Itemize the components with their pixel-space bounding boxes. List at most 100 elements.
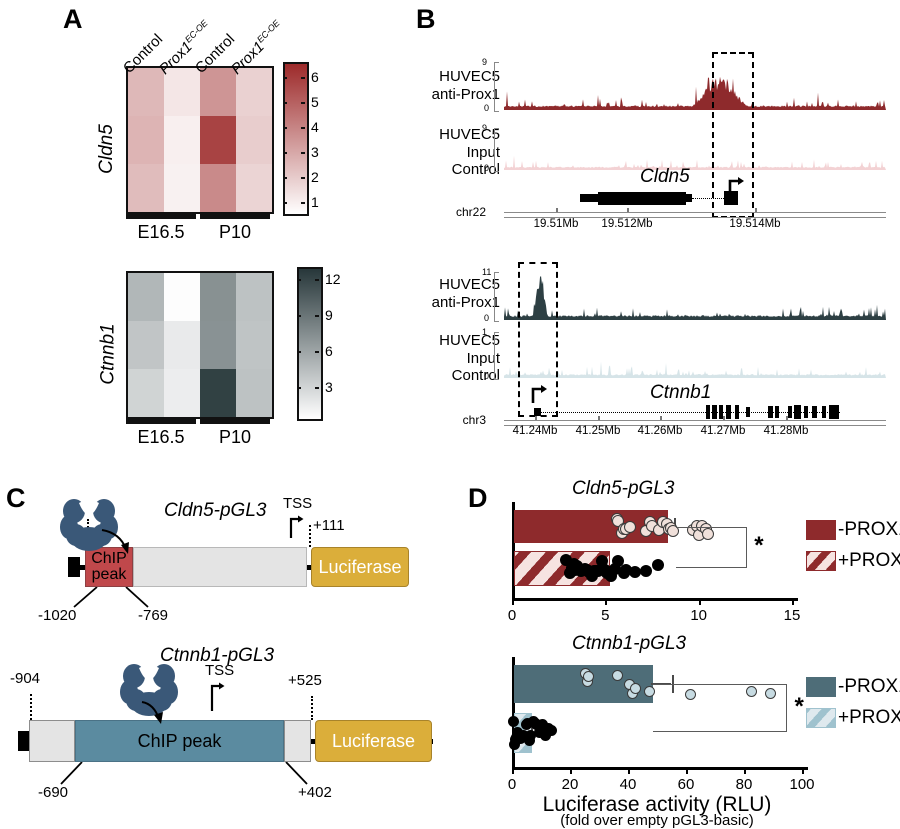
backbone-endcap [68, 557, 80, 577]
heatmap-cell [200, 68, 236, 116]
group-bar [200, 419, 270, 424]
track-axis-max: 9 [482, 57, 488, 67]
heatmap-cell [236, 369, 272, 417]
prox1-protein-icon [60, 497, 118, 553]
x-axis-tick [628, 767, 630, 774]
legend-label: -PROX1 [838, 676, 900, 697]
colorbar-tick [301, 202, 305, 204]
x-axis-title: Luciferase activity (RLU) [542, 793, 772, 816]
exon [686, 194, 692, 202]
heatmap-cell [164, 369, 200, 417]
group-name: E16.5 [137, 222, 185, 242]
heatmap-cell [164, 273, 200, 321]
colorbar-tick [283, 202, 287, 204]
colorbar-tick-label: 3 [325, 379, 333, 395]
x-axis-tick [512, 598, 514, 605]
heatmap-cell [164, 321, 200, 369]
legend-swatch [806, 677, 836, 697]
x-axis-tick-label: 0 [507, 607, 517, 624]
colorbar-tick [283, 77, 287, 79]
prox1-binding-arrow [100, 527, 140, 557]
track-axis-min: 0 [484, 313, 490, 323]
x-axis-tick-label: 60 [677, 776, 695, 793]
colorbar-tick [297, 279, 301, 281]
heatmap-cell [236, 321, 272, 369]
tss-arrow [288, 515, 310, 539]
chart-title: Ctnnb1-pGL3 [572, 633, 687, 654]
heatmap-cell [164, 68, 200, 116]
group-name: P10 [218, 427, 252, 447]
exon [726, 405, 731, 419]
coord-label: 41.25Mb [575, 425, 621, 437]
legend-swatch [806, 520, 836, 540]
heatmap-cell [236, 164, 272, 212]
data-point [745, 686, 757, 698]
heatmap-ctnnb1 [126, 271, 274, 419]
colorbar-tick [297, 315, 301, 317]
coord-guide [311, 696, 313, 720]
x-axis [512, 767, 808, 770]
coord-label-+111: +111 [313, 517, 345, 534]
heatmap-cell [200, 273, 236, 321]
group-bar [126, 419, 196, 424]
track-label-input: HUVEC5 Input Control [439, 126, 500, 179]
exon [598, 191, 634, 205]
legend-swatch [806, 551, 836, 571]
x-axis-tick-label: 0 [507, 776, 517, 793]
chrom-label: chr3 [462, 413, 486, 427]
signal-track [504, 272, 886, 320]
x-axis-tick [686, 767, 688, 774]
tss-label: TSS [283, 495, 313, 512]
colorbar-tick [301, 102, 305, 104]
x-axis-tick [802, 767, 804, 774]
heatmap-cell [128, 273, 164, 321]
coord-label-+402: +402 [298, 784, 332, 801]
leader-line [72, 586, 98, 609]
panel-a-letter: A [63, 4, 83, 34]
luciferase-segment: Luciferase [311, 547, 409, 587]
colorbar-tick [283, 102, 287, 104]
heatmap-cell [128, 321, 164, 369]
backbone-endcap [18, 731, 30, 751]
legend-swatch [806, 708, 836, 728]
data-point [629, 682, 641, 694]
x-axis-subtitle: (fold over empty pGL3-basic) [560, 812, 754, 829]
group-name: P10 [218, 222, 252, 242]
tss-arrow-icon [531, 385, 547, 403]
data-point [644, 685, 656, 697]
heatmap-cell [128, 116, 164, 164]
heatmap-row-label: Cldn5 [95, 124, 117, 174]
construct-title-ctnnb1: Ctnnb1-pGL3 [160, 645, 275, 666]
heatmap-cell [236, 68, 272, 116]
y-axis [512, 502, 515, 598]
track-scale-input [494, 332, 499, 380]
x-axis-tick [512, 767, 514, 774]
colorbar-tick-label: 12 [325, 271, 341, 287]
x-axis-tick-label: 100 [789, 776, 815, 793]
gene-name-cldn5: Cldn5 [640, 166, 690, 187]
track-label-chip: HUVEC5 anti-Prox1 [431, 68, 500, 103]
exon [724, 191, 738, 205]
colorbar-tick-label: 6 [311, 69, 319, 85]
construct-title-cldn5: Cldn5-pGL3 [164, 500, 267, 521]
track-label-chip: HUVEC5 anti-Prox1 [431, 276, 500, 311]
x-axis-tick [570, 767, 572, 774]
track-axis-min: 0 [484, 371, 490, 381]
group-name: E16.5 [137, 427, 185, 447]
intron [748, 412, 840, 413]
track-label-input: HUVEC5 Input Control [439, 332, 500, 385]
coord-label: 19.514Mb [729, 218, 781, 230]
exon [712, 405, 717, 419]
chart-title: Cldn5-pGL3 [572, 478, 675, 499]
colorbar-tick-label: 6 [325, 343, 333, 359]
promoter-segment [133, 547, 307, 587]
coord-label: 19.512Mb [601, 218, 653, 230]
signal-track [504, 62, 886, 110]
chrom-axis [504, 420, 886, 426]
prox1-protein-icon [120, 662, 178, 718]
leader-line [284, 761, 310, 786]
chrom-label: chr22 [455, 205, 486, 219]
heatmap-cell [200, 369, 236, 417]
track-axis-min: 0 [484, 103, 490, 113]
colorbar-tick [301, 177, 305, 179]
